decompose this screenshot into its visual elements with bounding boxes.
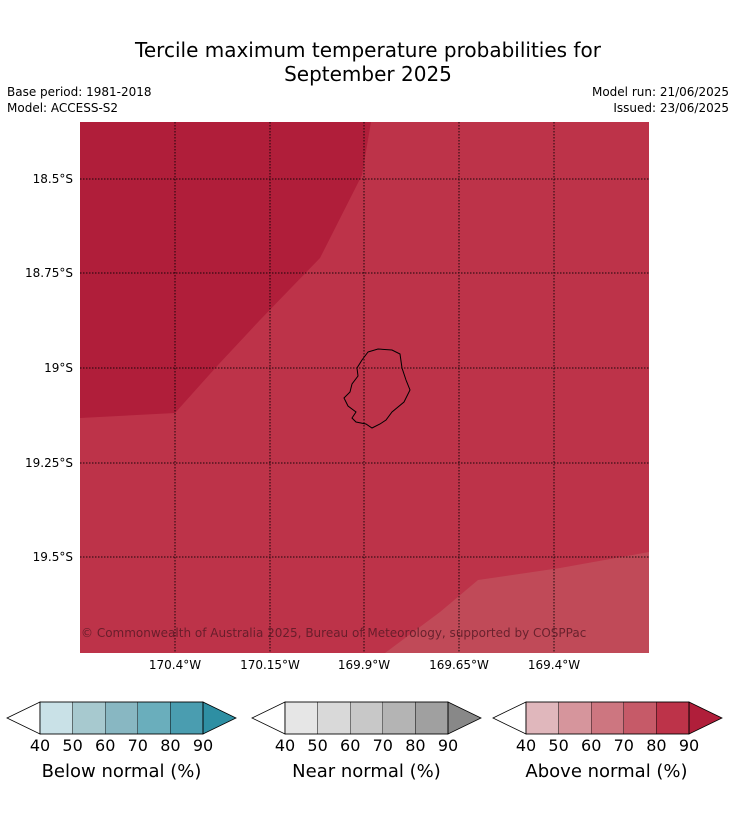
lon-label-169-4: 169.4°W — [528, 658, 580, 672]
near-colorbar-right-arrow — [447, 701, 482, 735]
near-colorbar-segment — [284, 701, 318, 735]
below-colorbar-tick-label: 50 — [62, 736, 82, 755]
below-colorbar-segment — [104, 701, 138, 735]
near-colorbar-tick-label: 70 — [373, 736, 393, 755]
near-colorbar-tick-label: 80 — [405, 736, 425, 755]
above-colorbar-segment — [623, 701, 657, 735]
below-colorbar-segment — [72, 701, 106, 735]
below-colorbar-right-arrow — [202, 701, 237, 735]
region-above-70 — [385, 552, 649, 653]
gridlines — [80, 122, 649, 653]
below-colorbar-tick-label: 80 — [160, 736, 180, 755]
base-period: Base period: 1981-2018 — [7, 85, 152, 99]
below-colorbar-segment — [170, 701, 204, 735]
near-colorbar-left-arrow — [251, 701, 286, 735]
above-normal-label: Above normal (%) — [525, 761, 688, 782]
below-colorbar-tick-label: 90 — [193, 736, 213, 755]
issued-date: Issued: 23/06/2025 — [613, 101, 729, 115]
near-colorbar-outline — [284, 701, 449, 735]
above-colorbar-segment — [525, 701, 559, 735]
below-colorbar-tick-label: 70 — [128, 736, 148, 755]
near-colorbar-tick-label: 90 — [438, 736, 458, 755]
lon-label-170-4: 170.4°W — [149, 658, 201, 672]
near-colorbar-tick-label: 60 — [340, 736, 360, 755]
above-colorbar-tick-label: 50 — [548, 736, 568, 755]
colorbars: 40 50 60 70 80 90 40 50 60 70 80 90 40 50 60 70 80 90 — [6, 701, 723, 755]
above-colorbar-tick-label: 60 — [581, 736, 601, 755]
below-colorbar-outline — [39, 701, 204, 735]
copyright-notice: © Commonwealth of Australia 2025, Bureau… — [81, 626, 586, 640]
region-above-90 — [80, 122, 371, 418]
lon-label-169-9: 169.9°W — [338, 658, 390, 672]
near-colorbar-segment — [317, 701, 351, 735]
lon-label-170-15: 170.15°W — [240, 658, 300, 672]
above-normal-colorbar: 40 50 60 70 80 90 — [492, 701, 723, 755]
meta-right: Model run: 21/06/2025 Issued: 23/06/2025 — [592, 84, 729, 116]
near-colorbar-segment — [350, 701, 384, 735]
above-colorbar-tick-label: 70 — [614, 736, 634, 755]
lat-label-18-5: 18.5°S — [33, 172, 73, 186]
latitude-labels: 18.5°S 18.75°S 19°S 19.25°S 19.5°S — [25, 172, 73, 564]
below-normal-label: Below normal (%) — [41, 761, 202, 782]
above-colorbar-left-arrow — [492, 701, 527, 735]
title-line-2: September 2025 — [284, 62, 452, 86]
above-colorbar-segment — [558, 701, 592, 735]
lat-label-19-25: 19.25°S — [25, 456, 73, 470]
island-coastline — [343, 348, 411, 429]
above-colorbar-right-arrow — [688, 701, 723, 735]
meta-left: Base period: 1981-2018 Model: ACCESS-S2 — [7, 84, 152, 116]
model-run: Model run: 21/06/2025 — [591, 85, 729, 99]
title-line-1: Tercile maximum temperature probabilitie… — [135, 38, 601, 62]
lon-label-169-65: 169.65°W — [429, 658, 489, 672]
above-colorbar-segment — [591, 701, 625, 735]
above-colorbar-segment — [656, 701, 690, 735]
above-colorbar-outline — [525, 701, 690, 735]
map-title: Tercile maximum temperature probabilitie… — [0, 38, 736, 86]
below-colorbar-segment — [39, 701, 73, 735]
map-panel: © Commonwealth of Australia 2025, Bureau… — [80, 122, 649, 653]
below-normal-colorbar: 40 50 60 70 80 90 — [6, 701, 237, 755]
below-colorbar-tick-label: 60 — [95, 736, 115, 755]
above-colorbar-tick-label: 80 — [646, 736, 666, 755]
near-normal-label: Near normal (%) — [292, 761, 441, 782]
below-colorbar-left-arrow — [6, 701, 41, 735]
lat-label-18-75: 18.75°S — [25, 266, 73, 280]
longitude-labels: 170.4°W 170.15°W 169.9°W 169.65°W 169.4°… — [149, 658, 580, 672]
near-colorbar-tick-label: 40 — [275, 736, 295, 755]
above-colorbar-tick-label: 90 — [679, 736, 699, 755]
lat-label-19: 19°S — [44, 361, 73, 375]
model-name: Model: ACCESS-S2 — [7, 101, 119, 115]
above-colorbar-tick-label: 40 — [516, 736, 536, 755]
near-colorbar-segment — [415, 701, 449, 735]
below-colorbar-tick-label: 40 — [30, 736, 50, 755]
near-colorbar-segment — [382, 701, 416, 735]
below-colorbar-segment — [137, 701, 171, 735]
near-normal-colorbar: 40 50 60 70 80 90 — [251, 701, 482, 755]
lat-label-19-5: 19.5°S — [33, 550, 73, 564]
near-colorbar-tick-label: 50 — [307, 736, 327, 755]
